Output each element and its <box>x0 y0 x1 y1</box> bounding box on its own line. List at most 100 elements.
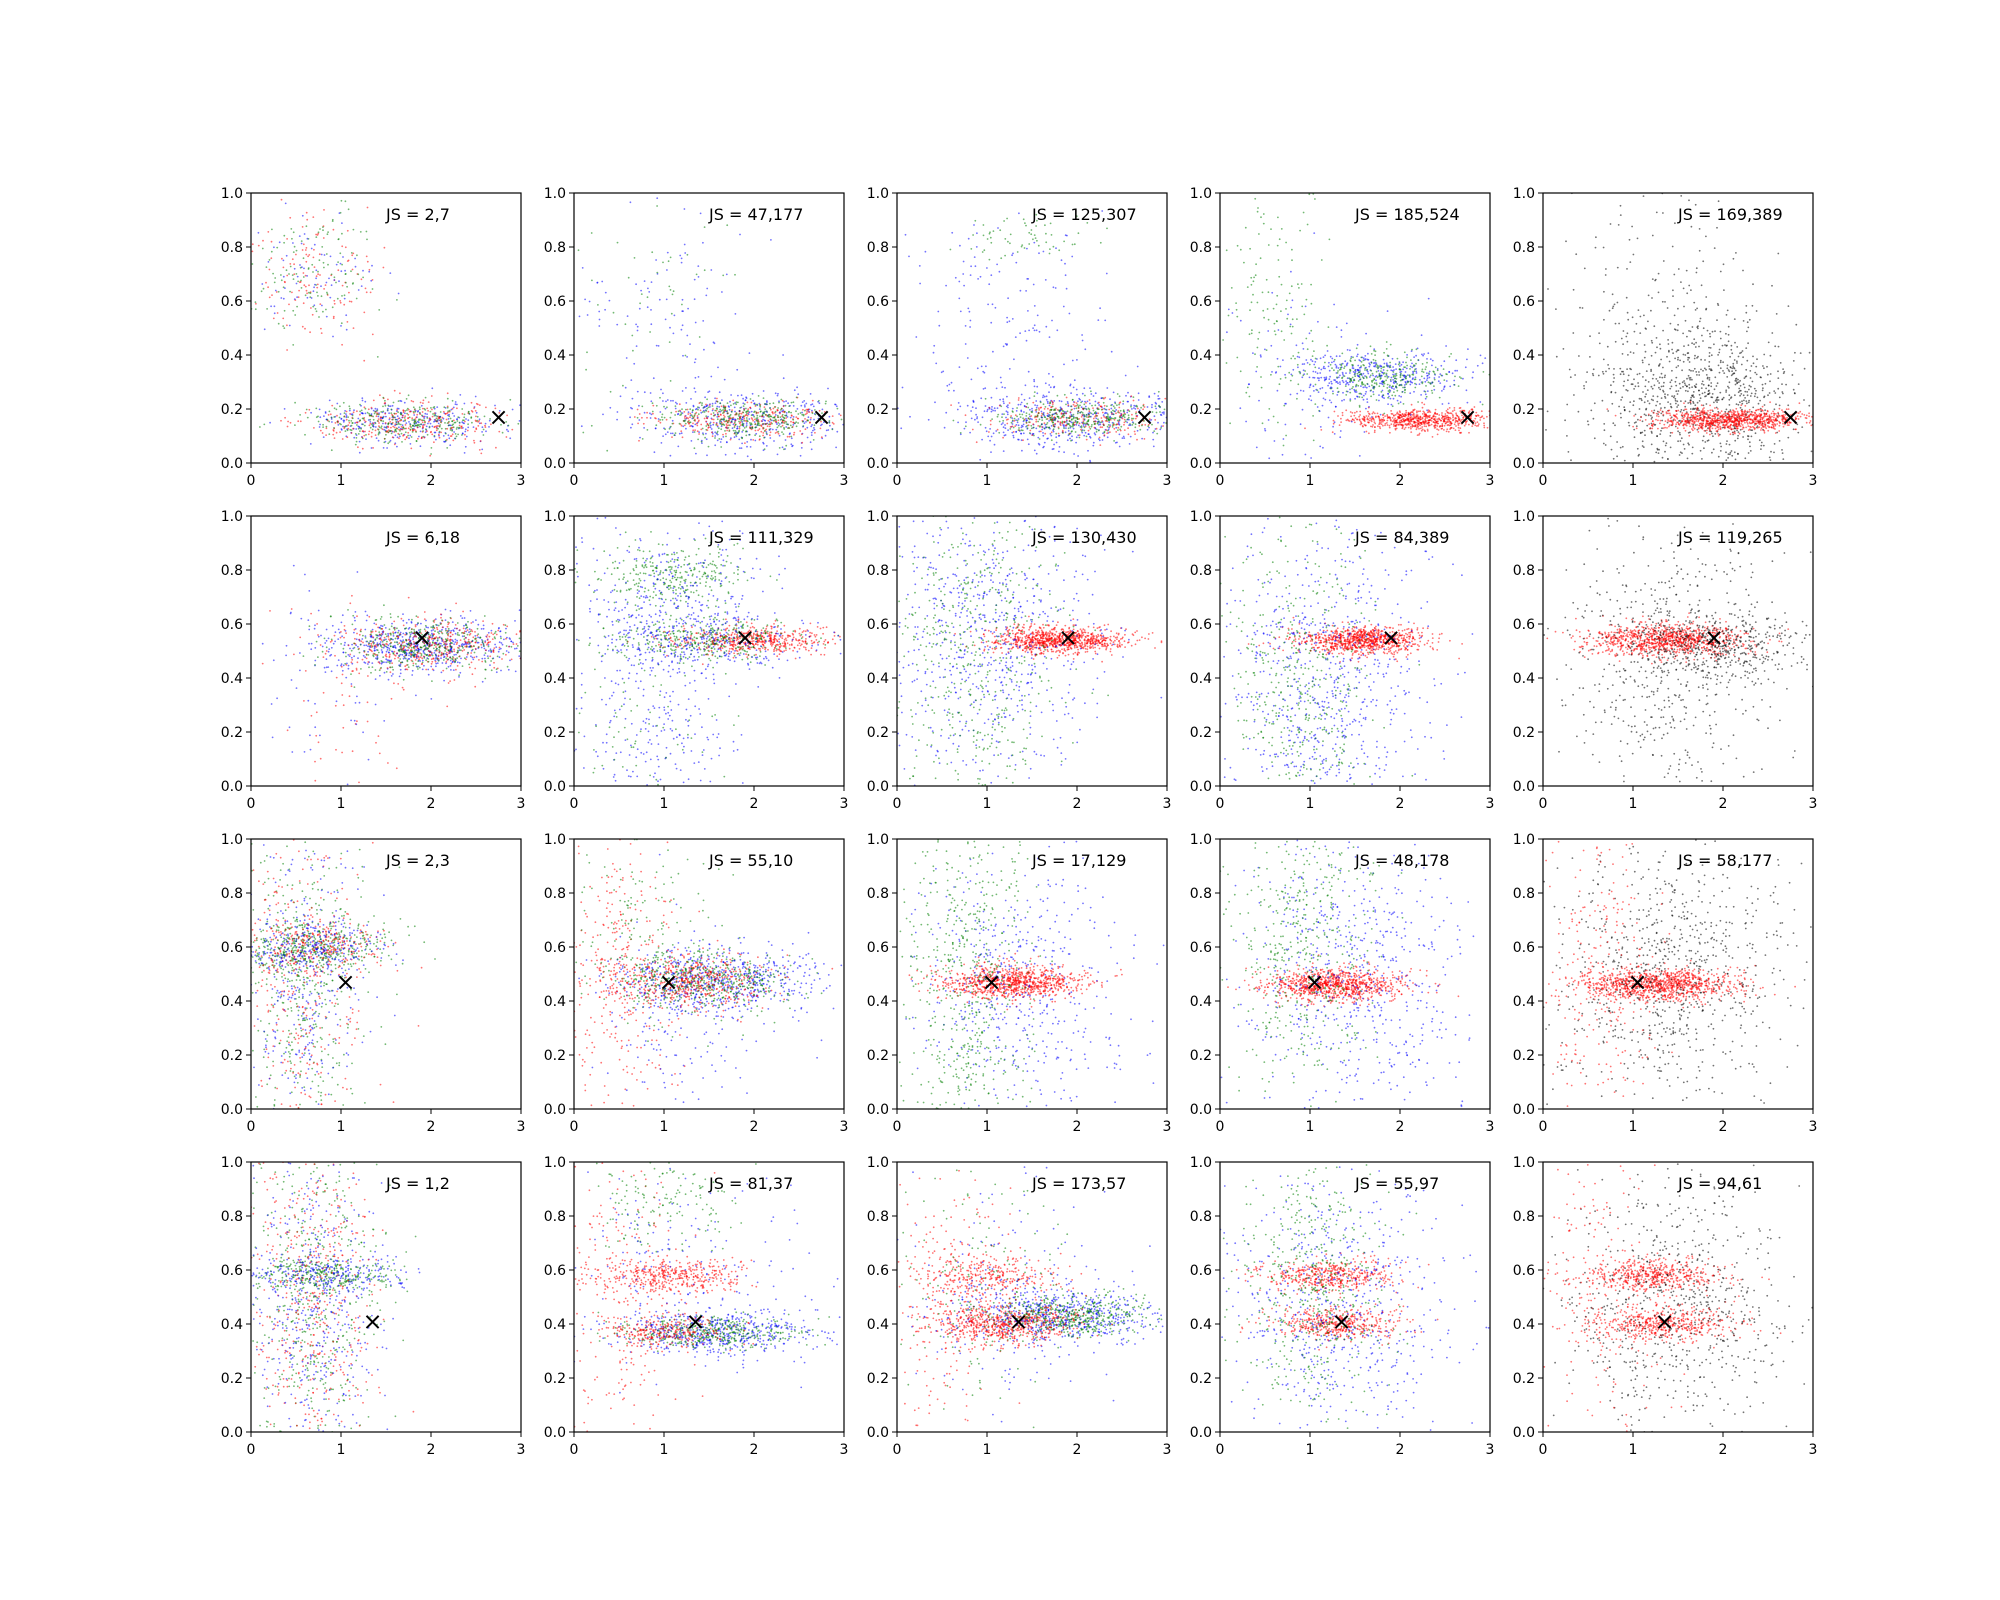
scatter-point-green <box>1045 423 1048 426</box>
scatter-point-blue <box>680 328 683 331</box>
scatter-point-green <box>446 422 449 424</box>
scatter-point-green <box>781 431 783 433</box>
scatter-point-red <box>1407 413 1410 416</box>
scatter-point-green <box>414 408 416 410</box>
scatter-point-blue <box>1042 394 1045 397</box>
scatter-point-red <box>268 268 271 271</box>
scatter-point-blue <box>1153 392 1156 395</box>
scatter-point-blue <box>1052 375 1054 378</box>
scatter-point-red <box>381 428 384 431</box>
scatter-point-green <box>1033 391 1036 393</box>
scatter-point-green <box>616 241 619 244</box>
scatter-point-red <box>383 246 386 249</box>
scatter-point-blue <box>389 272 392 274</box>
scatter-point-blue <box>416 420 419 423</box>
scatter-point-red <box>1370 420 1373 423</box>
scatter-point-red <box>1441 423 1444 425</box>
scatter-point-red <box>740 412 743 415</box>
scatter-point-blue <box>753 402 756 405</box>
scatter-point-red <box>1409 412 1412 414</box>
scatter-point-blue <box>391 404 394 407</box>
scatter-point-red <box>1101 426 1104 429</box>
scatter-point-red <box>708 404 711 406</box>
scatter-point-blue <box>1158 397 1161 400</box>
scatter-point-red <box>1052 401 1054 404</box>
scatter-point-blue <box>1346 382 1348 384</box>
scatter-point-blue <box>1023 405 1026 407</box>
scatter-point-blue <box>498 410 501 412</box>
scatter-point-green <box>726 412 729 415</box>
scatter-point-blue <box>1045 398 1048 401</box>
scatter-point-red <box>1099 444 1102 446</box>
scatter-point-green <box>1404 366 1407 369</box>
scatter-point-green <box>720 446 723 448</box>
scatter-point-blue <box>734 313 737 315</box>
scatter-point-red <box>831 421 834 424</box>
scatter-point-blue <box>1121 437 1124 439</box>
scatter-point-green <box>1049 248 1051 251</box>
scatter-point-blue <box>804 405 806 408</box>
scatter-point-green <box>1068 417 1071 419</box>
scatter-point-red <box>287 420 289 423</box>
scatter-point-blue <box>1026 438 1029 441</box>
scatter-point-red <box>458 424 461 427</box>
scatter-point-blue <box>821 423 823 426</box>
scatter-point-blue <box>1073 407 1076 410</box>
scatter-point-green <box>322 226 324 229</box>
scatter-point-green <box>755 426 758 428</box>
scatter-point-blue <box>267 261 270 263</box>
scatter-point-green <box>1045 241 1048 244</box>
scatter-point-blue <box>742 397 744 400</box>
scatter-point-red <box>1341 414 1344 417</box>
scatter-point-red <box>1450 426 1453 429</box>
scatter-point-blue <box>423 417 426 419</box>
scatter-point-red <box>401 414 404 417</box>
scatter-point-green <box>400 413 402 416</box>
scatter-point-green <box>387 442 390 445</box>
scatter-point-red <box>705 420 707 423</box>
scatter-point-green <box>285 269 288 272</box>
scatter-point-blue <box>507 430 510 433</box>
scatter-point-blue <box>1163 413 1165 415</box>
scatter-point-blue <box>404 412 406 415</box>
scatter-point-blue <box>1071 359 1074 362</box>
scatter-point-blue <box>1004 386 1006 389</box>
scatter-point-green <box>1016 419 1019 422</box>
scatter-point-green <box>706 398 708 401</box>
scatter-point-blue <box>1112 391 1115 394</box>
scatter-point-red <box>400 428 402 431</box>
scatter-point-red <box>1383 419 1385 421</box>
scatter-point-red <box>419 413 422 415</box>
scatter-point-red <box>681 436 684 439</box>
scatter-point-green <box>763 448 766 451</box>
scatter-point-red <box>1085 402 1087 404</box>
scatter-point-red <box>1363 423 1366 426</box>
scatter-point-red <box>1373 431 1376 434</box>
scatter-point-green <box>1042 413 1044 416</box>
scatter-point-green <box>686 253 689 256</box>
scatter-point-red <box>823 418 826 421</box>
scatter-point-red <box>289 263 292 265</box>
scatter-point-green <box>1425 395 1428 398</box>
scatter-point-red <box>372 447 374 449</box>
panel-1-4: 0 1 2 30.00.20.40.60.81.0×JS = 185,524 <box>1190 186 1495 489</box>
scatter-point-green <box>1118 418 1121 421</box>
scatter-point-red <box>1341 411 1344 414</box>
scatter-point-blue <box>1152 445 1155 448</box>
scatter-point-red <box>1370 425 1372 428</box>
scatter-point-red <box>375 415 378 418</box>
scatter-point-blue <box>1279 365 1282 368</box>
scatter-point-green <box>724 430 726 432</box>
scatter-point-red <box>769 408 772 411</box>
scatter-point-green <box>742 411 745 414</box>
scatter-point-red <box>445 418 448 421</box>
scatter-point-red <box>1434 408 1437 411</box>
scatter-point-red <box>309 331 311 334</box>
scatter-point-blue <box>806 436 809 439</box>
scatter-point-blue <box>295 282 298 285</box>
scatter-point-green <box>302 276 305 278</box>
scatter-point-red <box>1471 425 1474 427</box>
scatter-point-green <box>754 434 756 437</box>
scatter-point-blue <box>353 409 355 412</box>
scatter-point-red <box>1412 413 1415 416</box>
